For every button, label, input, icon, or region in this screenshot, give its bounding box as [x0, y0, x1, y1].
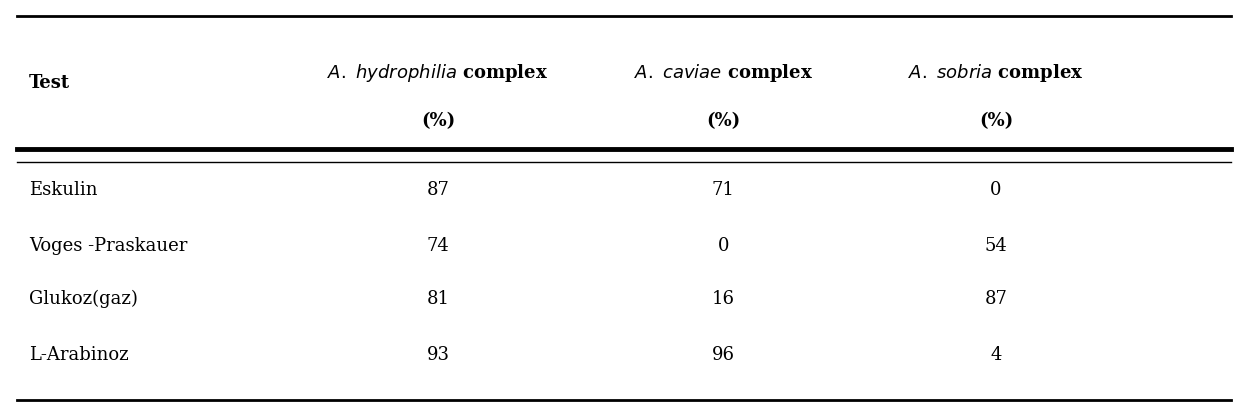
- Text: L-Arabinoz: L-Arabinoz: [29, 346, 129, 364]
- Text: $\it{A.\ hydrophilia}$ complex: $\it{A.\ hydrophilia}$ complex: [327, 62, 549, 84]
- Text: $\it{A.\ caviae}$ complex: $\it{A.\ caviae}$ complex: [634, 62, 812, 84]
- Text: 87: 87: [427, 181, 449, 199]
- Text: 16: 16: [711, 290, 735, 308]
- Text: $\it{A.\ sobria}$ complex: $\it{A.\ sobria}$ complex: [909, 62, 1083, 84]
- Text: 0: 0: [990, 181, 1002, 199]
- Text: 96: 96: [711, 346, 735, 364]
- Text: Voges -Praskauer: Voges -Praskauer: [29, 237, 187, 255]
- Text: 4: 4: [990, 346, 1002, 364]
- Text: 93: 93: [427, 346, 449, 364]
- Text: 81: 81: [427, 290, 449, 308]
- Text: Glukoz(gaz): Glukoz(gaz): [29, 290, 137, 308]
- Text: 54: 54: [985, 237, 1007, 255]
- Text: Eskulin: Eskulin: [29, 181, 97, 199]
- Text: Test: Test: [29, 74, 70, 92]
- Text: (%): (%): [421, 112, 456, 130]
- Text: (%): (%): [978, 112, 1013, 130]
- Text: 74: 74: [427, 237, 449, 255]
- Text: (%): (%): [706, 112, 740, 130]
- Text: 0: 0: [718, 237, 729, 255]
- Text: 71: 71: [711, 181, 735, 199]
- Text: 87: 87: [985, 290, 1007, 308]
